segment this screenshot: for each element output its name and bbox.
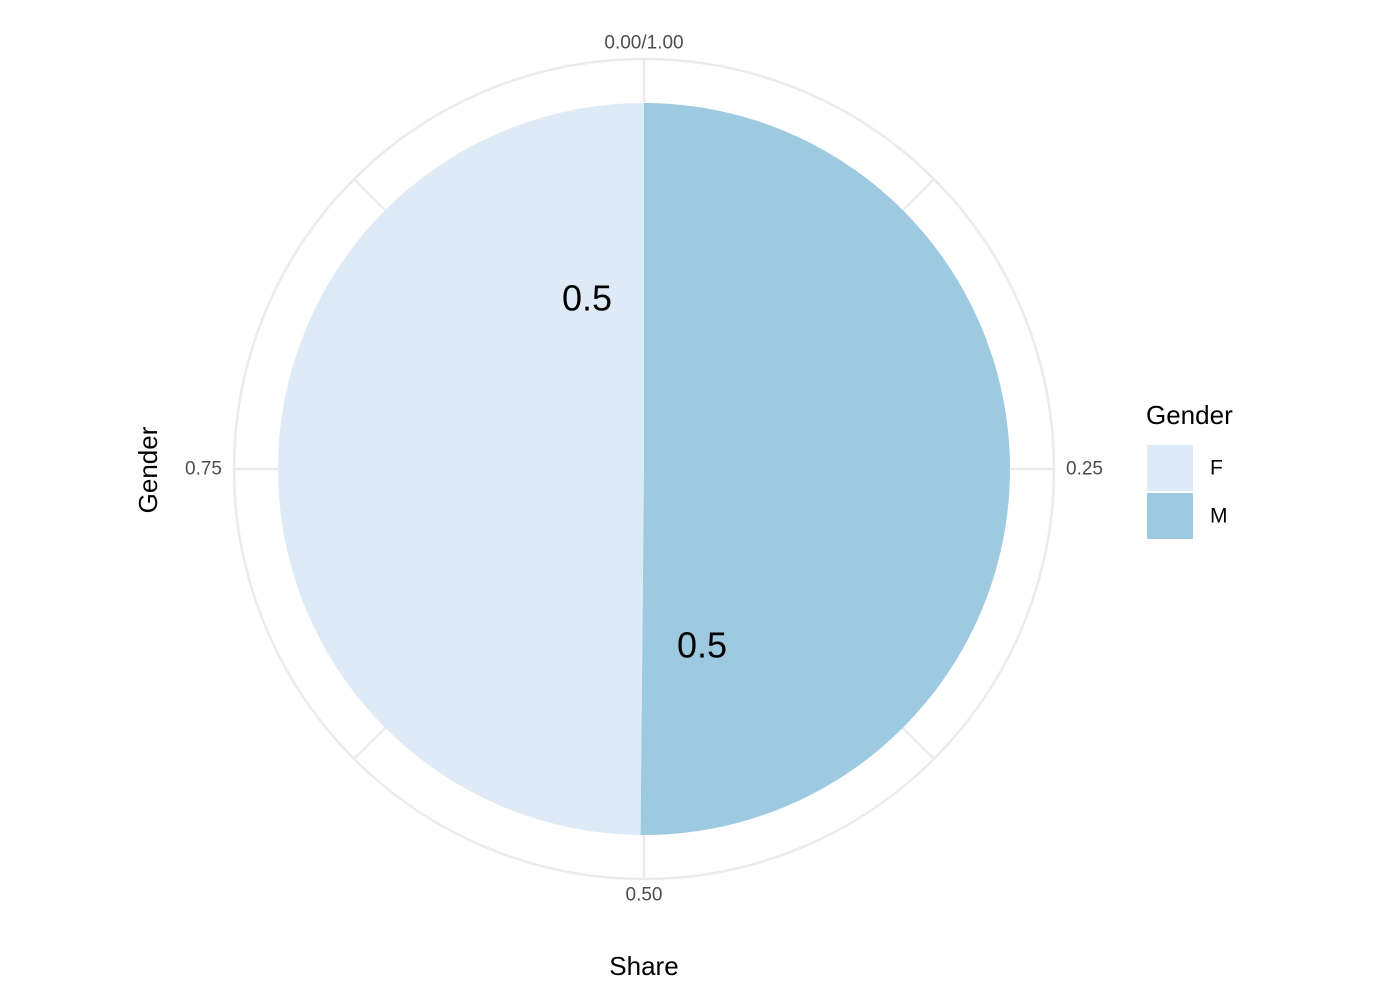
legend: Gender F M bbox=[1146, 400, 1233, 539]
y-axis-title: Gender bbox=[133, 426, 163, 513]
angular-tick-labels: 0.00/1.00 0.25 0.50 0.75 bbox=[185, 33, 1103, 906]
angular-tick-label: 0.50 bbox=[626, 885, 663, 906]
legend-label-m: M bbox=[1210, 505, 1228, 528]
legend-key-f bbox=[1147, 445, 1193, 491]
data-labels: 0.5 0.5 bbox=[562, 278, 727, 666]
data-label-f: 0.5 bbox=[562, 278, 612, 319]
pie-slices bbox=[278, 103, 1010, 835]
pie-slice-f bbox=[278, 103, 644, 835]
data-label-m: 0.5 bbox=[677, 625, 727, 666]
legend-label-f: F bbox=[1210, 457, 1223, 480]
x-axis-title: Share bbox=[609, 951, 678, 981]
angular-tick-label: 0.00/1.00 bbox=[604, 33, 683, 54]
pie-slice-m bbox=[640, 103, 1010, 835]
legend-key-m bbox=[1147, 493, 1193, 539]
legend-title: Gender bbox=[1146, 400, 1233, 430]
angular-tick-label: 0.25 bbox=[1066, 459, 1103, 480]
angular-tick-label: 0.75 bbox=[185, 459, 222, 480]
